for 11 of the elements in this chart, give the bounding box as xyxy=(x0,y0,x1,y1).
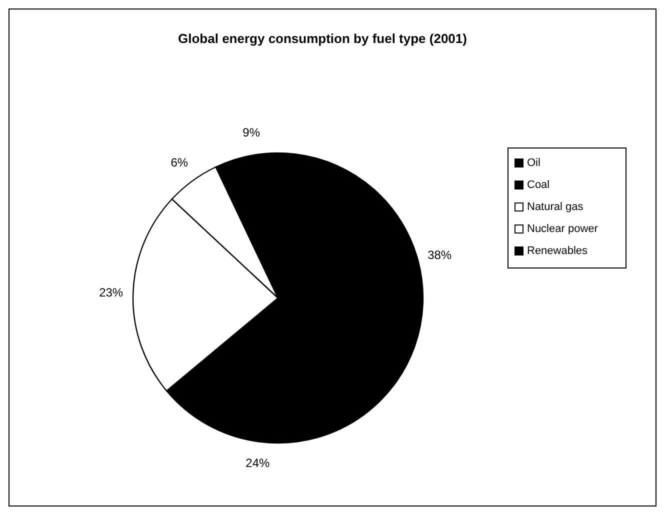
legend-label: Nuclear power xyxy=(527,222,598,235)
data-label: 9% xyxy=(242,125,260,140)
data-label: 24% xyxy=(246,456,270,470)
data-label: 6% xyxy=(170,155,188,170)
legend-label: Oil xyxy=(527,156,540,169)
legend-label: Natural gas xyxy=(527,200,584,213)
data-label: 38% xyxy=(428,248,452,262)
chart-title: Global energy consumption by fuel type (2001) xyxy=(178,31,467,46)
legend-label: Renewables xyxy=(527,244,588,257)
legend-label: Coal xyxy=(527,178,550,191)
data-label: 23% xyxy=(99,286,124,300)
